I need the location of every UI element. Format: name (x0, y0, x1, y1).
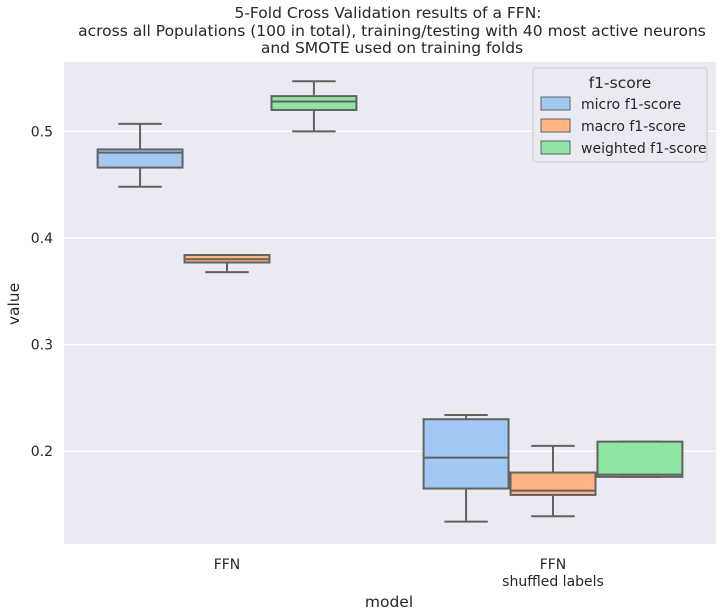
legend-items: micro f1-score macro f1-score weighted f1-… (540, 96, 707, 157)
legend-item: micro f1-score (540, 96, 681, 113)
legend-frame (532, 67, 708, 163)
legend: f1-score micro f1-score macro f1-score wei… (532, 67, 708, 163)
legend-swatch (540, 118, 571, 133)
y-axis-label: value (5, 283, 23, 325)
x-tick-label: shuffled labels (502, 574, 604, 590)
box-iqr (96, 148, 184, 169)
box-weighted-f1-score-0 (270, 80, 358, 133)
y-tick-label: 0.4 (31, 231, 53, 247)
box-iqr (596, 440, 684, 478)
y-tick-label: 0.2 (31, 444, 53, 460)
x-tick-label: FFN (214, 557, 241, 573)
legend-item: weighted f1-score (540, 140, 707, 157)
x-tick-label: FFN (540, 557, 567, 573)
box-iqr (422, 418, 510, 490)
boxes (96, 80, 684, 523)
chart-title-line-1: 5-Fold Cross Validation results of a FFN… (234, 4, 541, 22)
legend-title: f1-score (589, 74, 652, 92)
y-tick-label: 0.3 (31, 338, 53, 354)
y-tick-label: 0.5 (31, 124, 53, 140)
box-macro-f1-score-0 (183, 254, 271, 274)
box-weighted-f1-score-1 (596, 440, 684, 478)
legend-label: weighted f1-score (581, 141, 707, 157)
chart-title-line-3: and SMOTE used on training folds (261, 39, 523, 57)
box-iqr (509, 471, 597, 496)
legend-swatch (540, 96, 571, 111)
chart-title-line-2: across all Populations (100 in total), t… (78, 22, 706, 40)
y-tick-labels: 0.2 0.3 0.4 0.5 (31, 124, 53, 460)
box-macro-f1-score-1 (509, 444, 597, 518)
legend-label: macro f1-score (581, 119, 686, 135)
box-micro-f1-score-0 (96, 122, 184, 188)
box-iqr (270, 95, 358, 111)
x-axis-label: model (365, 593, 413, 611)
legend-item: macro f1-score (540, 118, 686, 135)
legend-swatch (540, 140, 571, 155)
box-micro-f1-score-1 (422, 413, 510, 523)
legend-label: micro f1-score (581, 97, 681, 113)
chart-title: 5-Fold Cross Validation results of a FFN… (78, 4, 706, 57)
